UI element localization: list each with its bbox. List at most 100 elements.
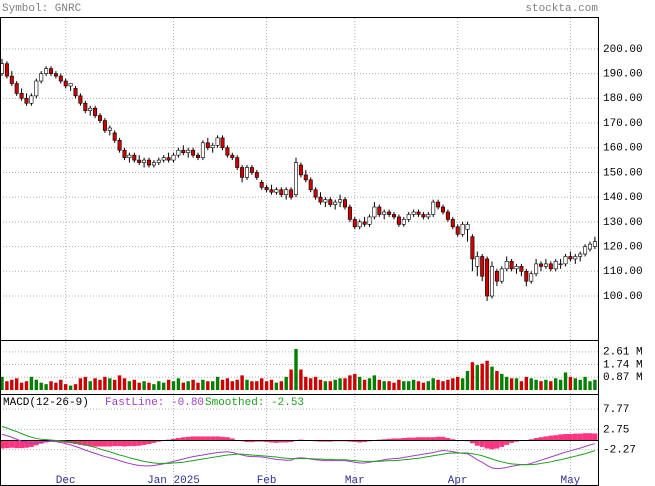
macd-histogram-bar bbox=[445, 438, 451, 441]
volume-bar bbox=[377, 379, 381, 390]
candle-body bbox=[367, 216, 372, 225]
macd-histogram-bar bbox=[112, 440, 118, 447]
candle-body bbox=[274, 189, 279, 193]
y-tick-label: 120.00 bbox=[603, 241, 643, 253]
candle-body bbox=[563, 256, 568, 265]
macd-histogram-bar bbox=[249, 440, 255, 443]
macd-histogram-bar bbox=[425, 437, 431, 441]
candle-body bbox=[436, 201, 441, 208]
macd-histogram-bar bbox=[264, 440, 270, 443]
macd-histogram-bar bbox=[362, 440, 368, 443]
y-tick-label: 140.00 bbox=[603, 192, 643, 204]
macd-histogram-bar bbox=[269, 440, 274, 443]
candle-body bbox=[514, 266, 519, 270]
volume-bar bbox=[333, 379, 337, 390]
candle-body bbox=[196, 154, 201, 158]
volume-bar bbox=[196, 382, 200, 390]
volume-bar bbox=[54, 382, 58, 390]
candle-body bbox=[480, 256, 485, 277]
candle-body bbox=[382, 211, 387, 215]
macd-histogram-bar bbox=[538, 437, 544, 441]
candle-body bbox=[538, 263, 543, 267]
volume-bar bbox=[431, 378, 435, 390]
macd-histogram-bar bbox=[504, 440, 510, 445]
volume-bar bbox=[10, 379, 14, 390]
volume-bar bbox=[19, 382, 24, 390]
candle-body bbox=[142, 159, 147, 163]
volume-bar bbox=[387, 381, 391, 390]
x-tick-label: Mar bbox=[345, 475, 365, 486]
macd-histogram-bar bbox=[352, 440, 358, 443]
macd-histogram-bar bbox=[440, 436, 446, 441]
candle-body bbox=[416, 211, 421, 215]
volume-bar bbox=[441, 381, 445, 390]
volume-bar bbox=[152, 384, 156, 390]
volume-bar bbox=[68, 385, 73, 390]
x-tick-label: Dec bbox=[56, 475, 76, 486]
macd-title: MACD(12-26-9) bbox=[3, 397, 89, 409]
macd-histogram-bar bbox=[283, 440, 289, 443]
volume-bar bbox=[181, 382, 185, 390]
candle-body bbox=[401, 219, 406, 225]
macd-histogram-bar bbox=[469, 440, 475, 444]
macd-histogram-bar bbox=[499, 440, 505, 447]
volume-tick-label: 0.87 M bbox=[603, 372, 643, 384]
candle-body bbox=[127, 154, 132, 158]
volume-bar bbox=[304, 376, 308, 390]
candle-body bbox=[553, 261, 558, 270]
macd-histogram-bar bbox=[185, 436, 191, 441]
volume-bar bbox=[122, 378, 127, 390]
candle-body bbox=[440, 206, 445, 213]
volume-bar bbox=[514, 378, 519, 390]
volume-bar bbox=[529, 378, 533, 390]
macd-histogram-bar bbox=[582, 433, 588, 441]
candle-body bbox=[156, 159, 161, 163]
y-tick-label: 150.00 bbox=[603, 167, 643, 179]
macd-histogram-bar bbox=[82, 440, 88, 446]
candle-body bbox=[411, 211, 416, 215]
volume-bar bbox=[465, 370, 470, 390]
candle-body bbox=[58, 75, 63, 82]
candle-body bbox=[504, 261, 509, 270]
volume-bar bbox=[568, 376, 573, 390]
volume-bar bbox=[294, 349, 298, 390]
candle-body bbox=[421, 214, 426, 218]
candle-body bbox=[102, 120, 107, 131]
candle-body bbox=[377, 206, 382, 215]
candle-body bbox=[489, 266, 494, 297]
macd-histogram-bar bbox=[77, 440, 83, 445]
macd-histogram-bar bbox=[322, 440, 328, 442]
candle-body bbox=[328, 199, 333, 205]
candle-body bbox=[171, 154, 176, 161]
volume-bar bbox=[137, 382, 141, 390]
candle-body bbox=[83, 102, 88, 111]
candle-body bbox=[122, 149, 127, 158]
candle-body bbox=[151, 162, 156, 166]
volume-bar bbox=[64, 384, 68, 390]
volume-bar bbox=[176, 378, 181, 390]
volume-bar bbox=[500, 373, 504, 390]
candle-body bbox=[568, 256, 573, 260]
volume-bar bbox=[142, 381, 146, 390]
volume-bar bbox=[284, 376, 288, 390]
volume-bar bbox=[509, 378, 514, 390]
volume-bar bbox=[558, 379, 563, 390]
candle-body bbox=[181, 149, 186, 153]
macd-histogram-bar bbox=[592, 433, 598, 441]
macd-histogram-bar bbox=[327, 440, 333, 442]
macd-histogram-bar bbox=[430, 437, 436, 441]
macd-histogram-bar bbox=[19, 440, 25, 449]
macd-histogram-bar bbox=[450, 439, 456, 441]
volume-bar bbox=[328, 381, 332, 390]
volume-bar bbox=[191, 379, 195, 390]
volume-tick-label: 2.61 M bbox=[603, 347, 643, 359]
candle-body bbox=[107, 127, 112, 131]
candle-body bbox=[524, 271, 529, 282]
volume-bar bbox=[554, 378, 558, 390]
candle-body bbox=[558, 263, 563, 265]
volume-bar bbox=[235, 379, 239, 390]
volume-bar bbox=[157, 381, 161, 390]
macd-histogram-bar bbox=[190, 436, 196, 441]
